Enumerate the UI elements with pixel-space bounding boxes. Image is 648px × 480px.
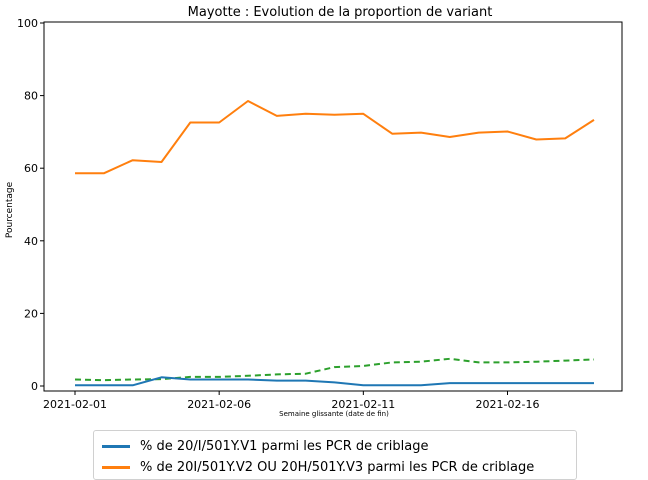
- x-axis: 2021-02-01 2021-02-06 2021-02-11 2021-02-16: [43, 391, 539, 411]
- series-line-0: [75, 376, 594, 387]
- series-line-2: [74, 357, 595, 382]
- series-layer: [74, 100, 595, 387]
- series-line-1: [75, 100, 595, 175]
- x-tick-label: 2021-02-06: [187, 398, 251, 411]
- chart-title: Mayotte : Evolution de la proportion de …: [188, 5, 493, 20]
- y-tick-label: 0: [31, 380, 38, 393]
- x-tick-label: 2021-02-16: [476, 398, 540, 411]
- legend-swatch-v1: [102, 445, 130, 448]
- y-tick-label: 80: [24, 90, 38, 103]
- y-tick-label: 20: [24, 307, 38, 320]
- plot-area: [43, 21, 623, 392]
- y-tick-label: 40: [24, 235, 38, 248]
- y-tick-label: 100: [17, 17, 38, 30]
- x-tick-label: 2021-02-01: [43, 398, 107, 411]
- x-tick-label: 2021-02-11: [331, 398, 395, 411]
- legend-entry-v1: % de 20/I/501Y.V1 parmi les PCR de cribl…: [102, 436, 568, 457]
- legend-label-v2-v3: % de 20I/501Y.V2 OU 20H/501Y.V3 parmi le…: [140, 460, 535, 475]
- legend-entry-v2-v3: % de 20I/501Y.V2 OU 20H/501Y.V3 parmi le…: [102, 457, 568, 478]
- y-axis-label: Pourcentage: [5, 181, 15, 238]
- y-axis: 0 20 40 60 80 100: [17, 17, 44, 393]
- legend-label-v1: % de 20/I/501Y.V1 parmi les PCR de cribl…: [140, 439, 429, 454]
- x-axis-label: Semaine glissante (date de fin): [279, 410, 389, 418]
- y-tick-label: 60: [24, 162, 38, 175]
- chart-legend: % de 20/I/501Y.V1 parmi les PCR de cribl…: [93, 430, 577, 480]
- line-chart: Mayotte : Evolution de la proportion de …: [5, 5, 623, 418]
- legend-swatch-v2-v3: [102, 466, 130, 469]
